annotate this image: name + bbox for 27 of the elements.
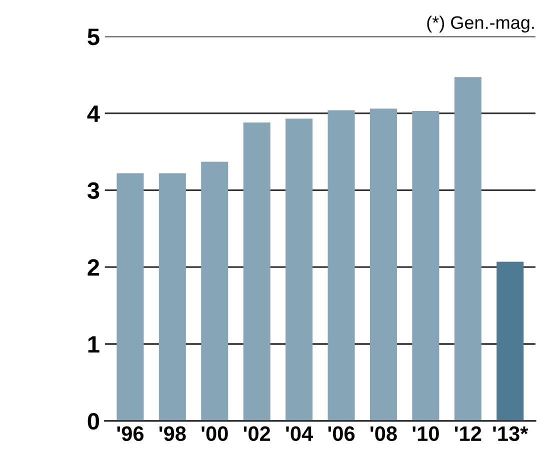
x-tick-label: '13* — [493, 426, 528, 442]
bar — [158, 173, 186, 421]
x-tick-label: '96 — [117, 426, 144, 442]
bar — [286, 118, 313, 421]
y-tick-label: 1 — [88, 336, 100, 353]
y-tick-label: 3 — [87, 182, 100, 200]
y-tick-label: 0 — [88, 412, 100, 430]
bar — [243, 122, 270, 421]
x-tick-label: '00 — [202, 426, 228, 442]
bar — [496, 262, 524, 421]
x-tick-label: '04 — [286, 426, 314, 442]
x-tick-label: '12 — [454, 426, 482, 441]
x-tick-label: '98 — [159, 426, 186, 442]
bar — [328, 110, 355, 421]
text: (*) Gen.-mag. — [427, 16, 534, 33]
x-tick-label: '10 — [412, 426, 439, 442]
bar — [454, 77, 482, 421]
y-tick-label: 2 — [88, 259, 100, 276]
x-tick-label: '08 — [370, 426, 397, 442]
bar — [116, 173, 144, 421]
bar — [201, 162, 228, 421]
x-tick-label: '02 — [244, 426, 270, 442]
y-tick-label: 5 — [88, 28, 100, 46]
y-tick-label: 4 — [87, 106, 100, 122]
bar — [370, 108, 397, 421]
bar — [412, 110, 440, 421]
x-tick-label: '06 — [328, 426, 355, 442]
